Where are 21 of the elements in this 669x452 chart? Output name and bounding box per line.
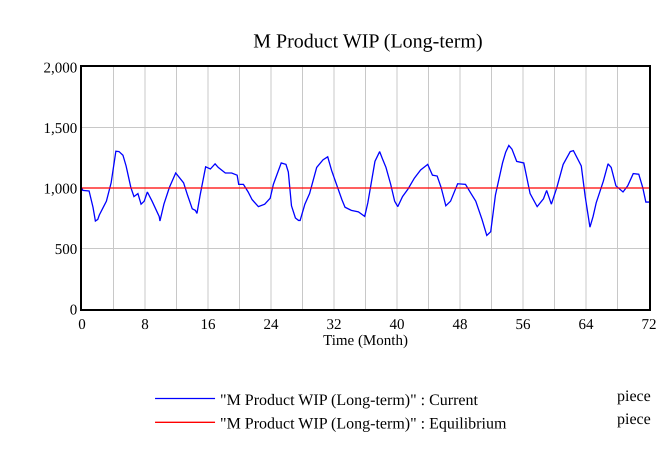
text: piece xyxy=(617,411,651,428)
x-tick-label: 8 xyxy=(141,316,149,333)
line-series xyxy=(82,144,649,236)
chart-title: M Product WIP (Long-term) xyxy=(253,30,483,53)
legend-label: "M Product WIP (Long-term)" : Equilibrium xyxy=(220,416,507,433)
y-tick-label: 1,500 xyxy=(44,120,78,137)
legend-label: "M Product WIP (Long-term)" : Current xyxy=(220,392,478,409)
x-axis-title: Time (Month) xyxy=(323,332,408,349)
x-tick-label: 64 xyxy=(578,316,594,333)
y-tick-label: 1,000 xyxy=(44,181,78,198)
x-tick-label: 72 xyxy=(642,316,656,333)
x-tick-label: 32 xyxy=(326,316,342,333)
x-tick-label: 24 xyxy=(264,316,279,333)
text: piece xyxy=(617,388,651,405)
y-tick-label: 2,000 xyxy=(44,60,78,76)
x-tick-label: 40 xyxy=(390,316,404,333)
x-tick-label: 48 xyxy=(452,316,468,333)
y-tick-label: 0 xyxy=(70,302,78,318)
y-tick-label: 500 xyxy=(54,242,78,258)
x-tick-label: 16 xyxy=(200,316,216,333)
x-tick-label: 56 xyxy=(516,316,531,333)
